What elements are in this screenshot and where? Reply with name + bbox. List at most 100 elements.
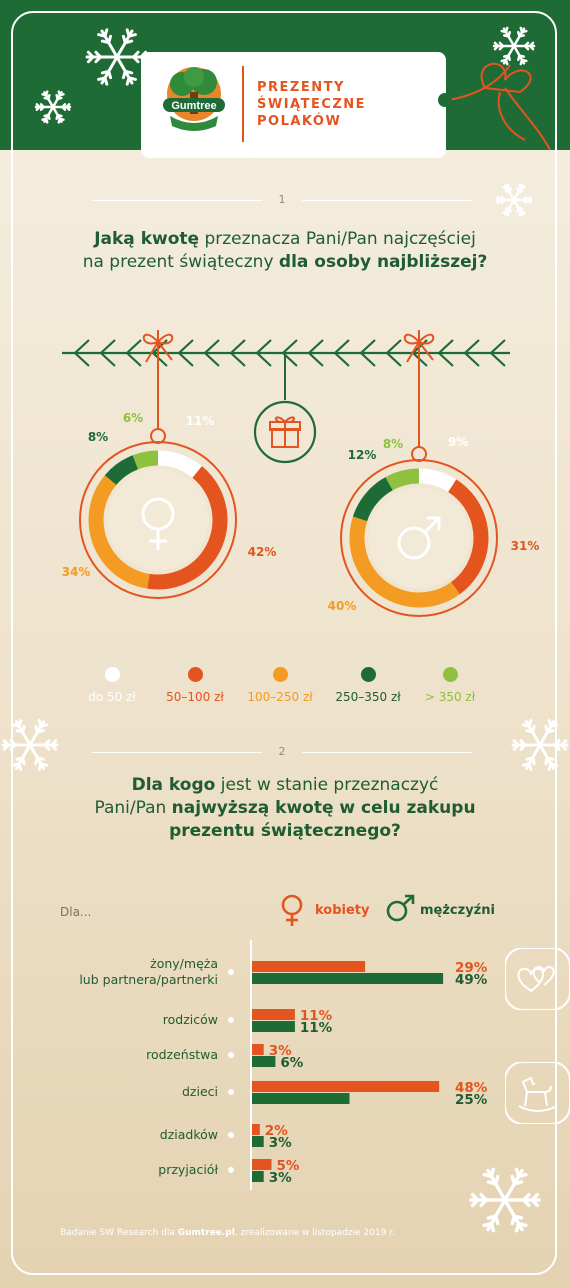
rocking-horse-icon — [505, 1062, 570, 1124]
donut-label: 6% — [123, 411, 143, 425]
title-line: PREZENTY — [257, 80, 345, 95]
question-text: na prezent świąteczny — [82, 252, 279, 272]
bar-category-label: dziadków — [160, 1127, 218, 1142]
bar-value-label: 11% — [300, 1020, 333, 1036]
white-frame — [11, 11, 557, 1275]
bar — [252, 961, 366, 972]
bar-category-label: dzieci — [182, 1084, 218, 1099]
section-divider-right — [302, 200, 472, 201]
question-1: Jaką kwotę przeznacza Pani/Pan najczęści… — [0, 228, 570, 274]
section-divider-left — [92, 200, 262, 201]
donut-segment — [349, 468, 489, 608]
legend-dot — [361, 667, 376, 682]
footer-text: , zrealizowane w listopadzie 2019 r. — [234, 1228, 396, 1238]
bar-marker — [228, 1052, 234, 1058]
section-number: 2 — [278, 745, 286, 758]
bar — [252, 1093, 350, 1104]
question-emphasis: prezentu świątecznego? — [169, 821, 401, 841]
donut-label: 11% — [186, 414, 215, 428]
hearts-icon — [505, 948, 570, 1010]
donut-segment — [349, 468, 489, 608]
bar-value-label: 29% — [455, 960, 488, 976]
tag-divider — [242, 66, 244, 142]
bar-value-label: 48% — [455, 1080, 488, 1096]
bar-value-label: 11% — [300, 1008, 333, 1024]
series-label-women: kobiety — [315, 903, 370, 918]
donut-segment — [88, 450, 228, 590]
question-text: przeznacza Pani/Pan najczęściej — [199, 229, 476, 249]
legend-label: do 50 zł — [88, 690, 136, 704]
legend-dot — [105, 667, 120, 682]
snowflake-icon — [85, 28, 149, 86]
bar-value-label: 3% — [269, 1043, 292, 1059]
title-line: POLAKÓW — [257, 114, 342, 129]
bar-marker — [228, 1167, 234, 1173]
bar-prefix: Dla... — [60, 905, 92, 919]
ornament-outline — [79, 441, 237, 599]
legend-dot — [443, 667, 458, 682]
bar — [252, 973, 444, 984]
donut-label: 12% — [348, 448, 377, 462]
donut-chart: 11% 42% 34% 8% 6% — [62, 330, 277, 599]
footer-note: Badanie SW Research dla Gumtree.pl, zrea… — [60, 1228, 395, 1238]
section-divider-left — [92, 752, 262, 753]
bar-category-label: przyjaciół — [158, 1162, 218, 1177]
snowflake-icon — [492, 26, 536, 66]
bar-category-label: lub partnera/partnerki — [79, 972, 218, 987]
bar-marker — [228, 969, 234, 975]
bar — [252, 1159, 272, 1170]
bar-value-label: 6% — [280, 1055, 303, 1071]
snowflake-icon — [1, 719, 59, 771]
question-text: jest w stanie przeznaczyć — [215, 775, 439, 795]
bar-category-label: rodzeństwa — [146, 1047, 218, 1062]
section-divider-right — [302, 752, 472, 753]
question-emphasis: najwyższą kwotę w celu zakupu — [171, 798, 476, 818]
ornament-outline — [340, 459, 498, 617]
legend-dot — [188, 667, 203, 682]
ribbon — [447, 62, 551, 151]
bar — [252, 1044, 264, 1055]
legend-label: 50–100 zł — [166, 690, 224, 704]
bar — [252, 1136, 264, 1147]
bar-value-label: 2% — [265, 1123, 288, 1139]
question-emphasis: Jaką kwotę — [94, 229, 200, 249]
bar-value-label: 3% — [269, 1170, 292, 1186]
tag-hole — [438, 93, 452, 107]
donut-segment — [88, 450, 228, 590]
bar — [252, 1081, 440, 1092]
donut-label: 31% — [511, 539, 540, 553]
donut-label: 40% — [328, 599, 357, 613]
bar-value-label: 3% — [269, 1135, 292, 1151]
snowflake-icon — [469, 1167, 541, 1233]
bar-marker — [228, 1017, 234, 1023]
donut-label: 42% — [248, 545, 277, 559]
donut-segment — [88, 450, 228, 590]
question-2: Dla kogo jest w stanie przeznaczyć Pani/P… — [0, 774, 570, 843]
question-emphasis: dla osoby najbliższej? — [278, 252, 488, 272]
legend-label: 250–350 zł — [335, 690, 401, 704]
logo-text: Gumtree — [171, 100, 216, 112]
question-emphasis: Dla kogo — [131, 775, 216, 795]
donut-segment — [349, 468, 489, 608]
section-number: 1 — [278, 193, 286, 206]
donut-chart: 9% 31% 40% 12% 8% — [328, 330, 540, 617]
footer-text: Gumtree.pl — [177, 1228, 235, 1238]
donut-charts: 11% 42% 34% 8% 6% 9% 31% 40% 12% 8% — [62, 330, 540, 617]
gift-ornament-icon — [253, 353, 317, 464]
bar — [252, 1021, 295, 1032]
donut-segment — [349, 468, 489, 608]
legend-label: 100–250 zł — [247, 690, 313, 704]
question-text: Pani/Pan — [94, 798, 172, 818]
legend-dot — [273, 667, 288, 682]
bar-value-label: 49% — [455, 972, 488, 988]
bar-marker — [228, 1089, 234, 1095]
bar-category-label: żony/męża — [150, 956, 218, 971]
tag-title: PREZENTY ŚWIĄTECZNE POLAKÓW — [257, 79, 397, 130]
bar — [252, 1056, 276, 1067]
bar-category-label: rodziców — [163, 1012, 218, 1027]
title-line: ŚWIĄTECZNE — [257, 97, 367, 112]
legend-label: > 350 zł — [424, 690, 476, 704]
donut-segment — [88, 450, 228, 590]
